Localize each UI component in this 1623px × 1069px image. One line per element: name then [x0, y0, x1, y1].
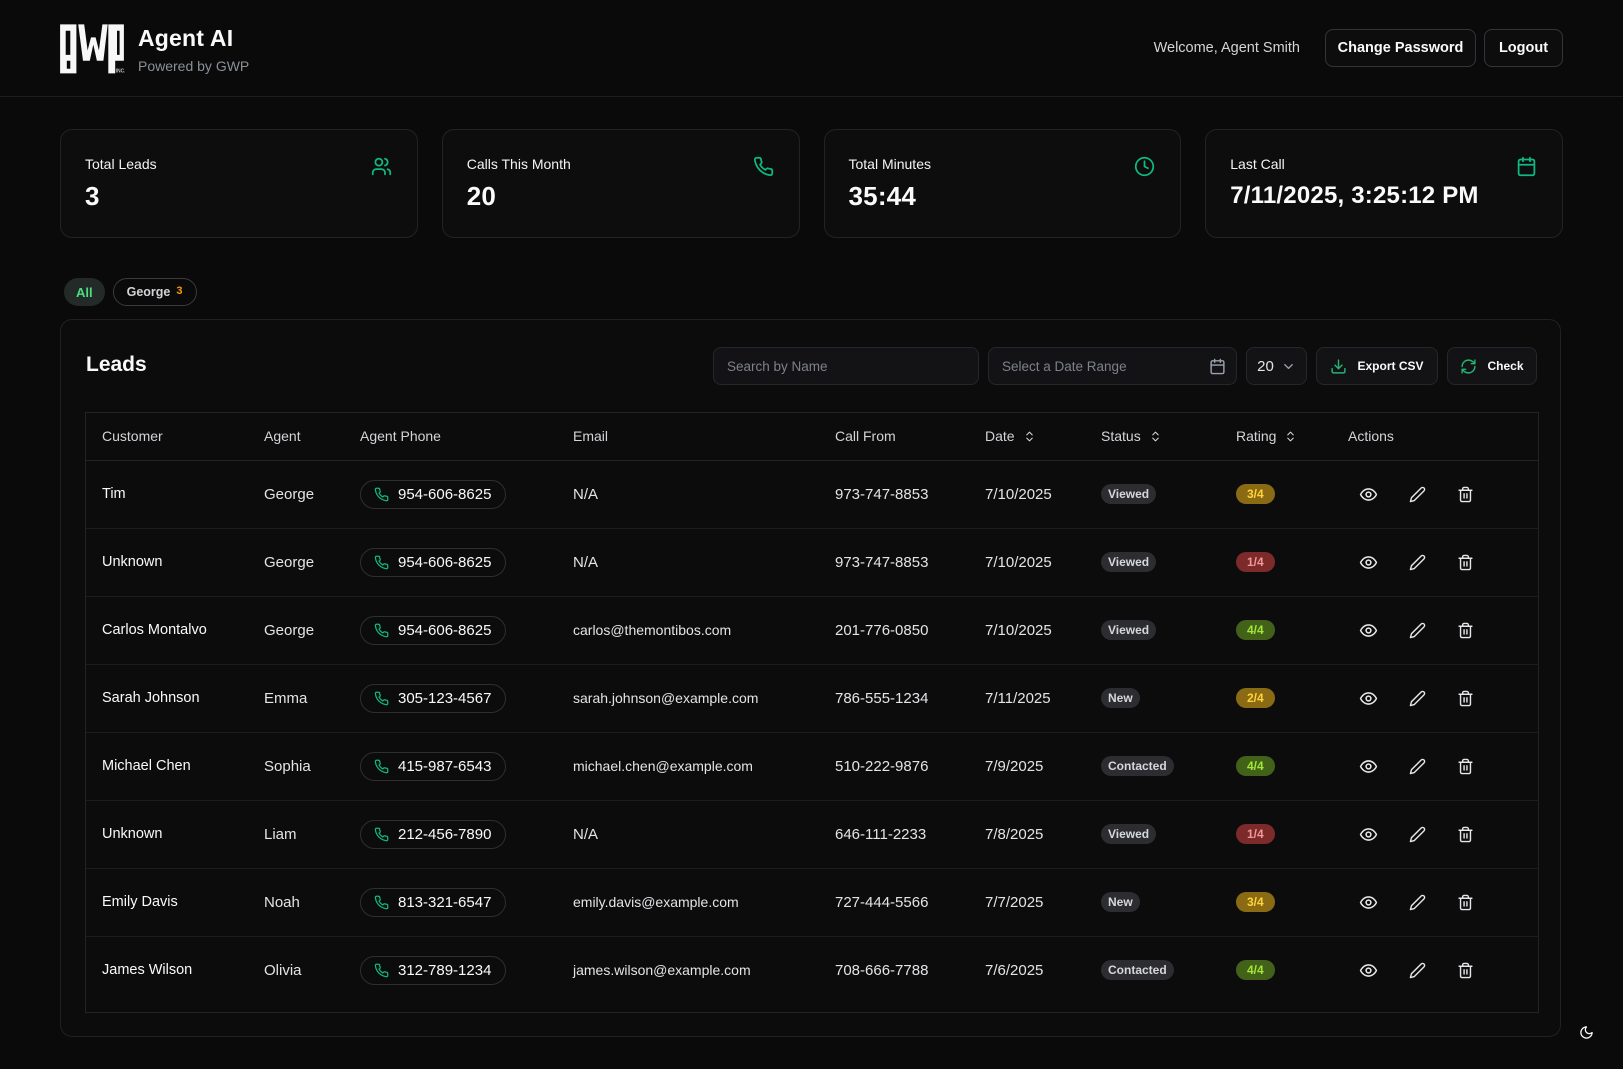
svg-text:INC.: INC. — [116, 69, 125, 74]
